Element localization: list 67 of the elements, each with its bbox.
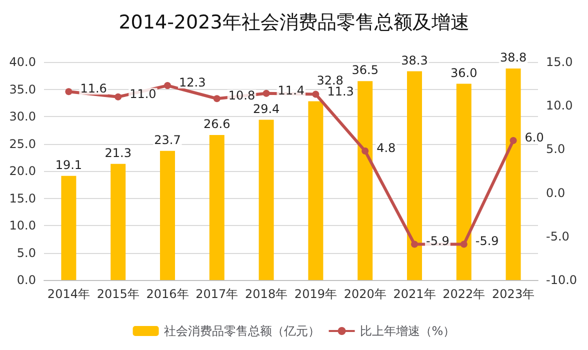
point <box>164 82 171 90</box>
bar <box>456 84 472 280</box>
bar <box>407 71 422 280</box>
bar <box>258 120 274 280</box>
bar <box>61 176 76 280</box>
y2-tick-label: 0.0 <box>546 186 566 200</box>
data-label: -5.9 <box>475 234 499 248</box>
data-label: 38.8 <box>500 50 527 65</box>
x-tick-label: 2014年 <box>47 287 90 301</box>
point <box>262 90 270 97</box>
bar <box>160 150 175 280</box>
data-label: 38.3 <box>401 53 428 68</box>
data-label: 36.5 <box>352 63 378 78</box>
legend-label: 比上年增速（%） <box>360 324 456 338</box>
point <box>411 240 418 248</box>
y2-tick-label: -10.0 <box>546 273 578 287</box>
data-label: 11.4 <box>278 83 305 98</box>
y-tick-label: 5.0 <box>16 246 36 260</box>
point <box>312 90 320 98</box>
data-label: 11.6 <box>80 82 107 96</box>
x-tick-label: 2015年 <box>96 287 140 301</box>
y2-tick-label: 15.0 <box>546 55 573 69</box>
y-tick-label: 35.0 <box>9 82 36 96</box>
data-label: 10.8 <box>228 88 256 103</box>
y-tick-label: 15.0 <box>9 191 36 206</box>
y-tick-label: 25.0 <box>9 136 36 151</box>
bar <box>506 68 521 280</box>
y2-tick-label: -5.0 <box>546 229 570 244</box>
point <box>510 136 517 144</box>
bar <box>209 135 224 280</box>
bar <box>308 101 324 280</box>
x-tick-label: 2016年 <box>146 287 189 301</box>
point <box>65 88 72 96</box>
y-tick-label: 10.0 <box>9 218 36 232</box>
x-tick-label: 2020年 <box>344 287 386 301</box>
data-label: 12.3 <box>179 76 206 90</box>
y-tick-label: 30.0 <box>9 110 36 124</box>
point <box>460 240 468 248</box>
data-label: 19.1 <box>55 158 82 172</box>
y2-tick-label: 5.0 <box>546 142 566 156</box>
chart-title: 2014-2023年社会消费品零售总额及增速 <box>118 12 470 34</box>
x-tick-label: 2022年 <box>442 287 486 301</box>
data-label: -5.9 <box>426 234 450 248</box>
data-label: 26.6 <box>204 117 230 132</box>
data-label: 6.0 <box>524 130 544 144</box>
point <box>362 147 369 154</box>
point <box>213 95 220 102</box>
point <box>114 93 122 100</box>
legend-label: 社会消费品零售总额（亿元） <box>164 324 320 338</box>
data-label: 11.3 <box>327 84 354 98</box>
data-label: 4.8 <box>376 140 396 155</box>
data-label: 11.0 <box>130 86 156 101</box>
x-tick-label: 2019年 <box>294 287 337 301</box>
bar <box>358 81 373 280</box>
x-tick-label: 2017年 <box>196 287 238 301</box>
data-label: 36.0 <box>450 66 478 80</box>
y-tick-label: 0.0 <box>16 273 36 287</box>
x-tick-label: 2023年 <box>492 287 535 301</box>
data-label: 21.3 <box>104 146 132 160</box>
y2-tick-label: 10.0 <box>546 98 573 113</box>
x-tick-label: 2021年 <box>393 287 436 301</box>
data-label: 29.4 <box>252 102 280 116</box>
x-tick-label: 2018年 <box>245 287 288 301</box>
y-tick-label: 40.0 <box>9 55 36 69</box>
bar <box>110 164 126 280</box>
data-label: 23.7 <box>154 132 181 147</box>
y-tick-label: 20.0 <box>9 164 36 178</box>
